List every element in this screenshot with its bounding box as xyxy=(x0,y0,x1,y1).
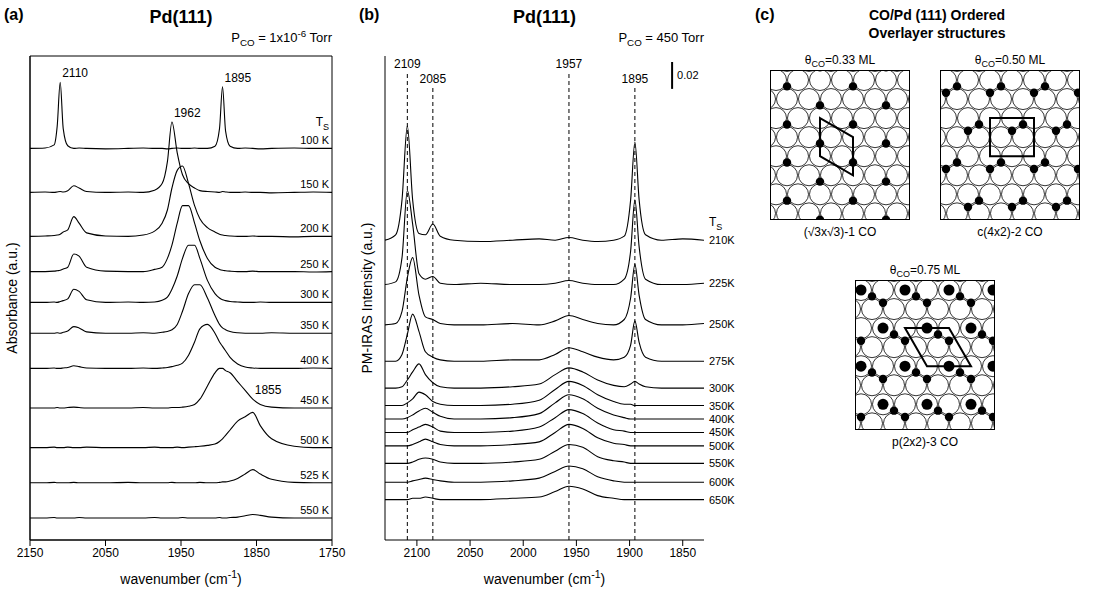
svg-text:2109: 2109 xyxy=(394,57,421,71)
html-text:PM-IRAS Intensity (a.u.): PM-IRAS Intensity (a.u.) xyxy=(359,222,375,374)
svg-text:225K: 225K xyxy=(709,277,735,289)
html-text:(b): (b) xyxy=(359,6,380,23)
svg-text:1750: 1750 xyxy=(319,546,346,560)
html-text:Overlayer structures: Overlayer structures xyxy=(868,25,1006,41)
svg-text:TS: TS xyxy=(316,115,329,132)
svg-text:500K: 500K xyxy=(709,440,735,452)
svg-text:350K: 350K xyxy=(709,400,735,412)
html-text:(a): (a) xyxy=(4,6,24,23)
svg-text:200 K: 200 K xyxy=(300,222,329,234)
svg-text:2000: 2000 xyxy=(510,546,537,560)
svg-text:400 K: 400 K xyxy=(300,354,329,366)
svg-text:1895: 1895 xyxy=(225,71,252,85)
svg-text:2050: 2050 xyxy=(92,546,119,560)
svg-text:250K: 250K xyxy=(709,318,735,330)
svg-text:1900: 1900 xyxy=(616,546,643,560)
html-text:p(2x2)-3 CO: p(2x2)-3 CO xyxy=(892,435,958,449)
svg-text:1850: 1850 xyxy=(243,546,270,560)
html-text:c(4x2)-2 CO: c(4x2)-2 CO xyxy=(977,225,1043,239)
html-text:wavenumber (cm-1): wavenumber (cm-1) xyxy=(120,568,242,587)
html-text:θCO=0.75 ML: θCO=0.75 ML xyxy=(889,263,961,280)
svg-text:1850: 1850 xyxy=(669,546,696,560)
html-text:Pd(111): Pd(111) xyxy=(513,7,576,27)
svg-text:2100: 2100 xyxy=(404,546,431,560)
svg-text:2110: 2110 xyxy=(62,66,88,80)
html-text:wavenumber (cm-1): wavenumber (cm-1) xyxy=(483,568,606,587)
svg-text:400K: 400K xyxy=(709,413,735,425)
svg-text:2150: 2150 xyxy=(17,546,44,560)
html-text:Absorbance (a.u.): Absorbance (a.u.) xyxy=(4,242,20,354)
svg-text:525 K: 525 K xyxy=(300,469,329,481)
svg-text:1962: 1962 xyxy=(174,106,201,120)
svg-text:350 K: 350 K xyxy=(300,319,329,331)
svg-text:650K: 650K xyxy=(709,494,735,506)
svg-text:100 K: 100 K xyxy=(300,134,329,146)
svg-text:1950: 1950 xyxy=(168,546,195,560)
svg-text:150 K: 150 K xyxy=(300,178,329,190)
html-text:PCO= 450 Torr: PCO= 450 Torr xyxy=(618,30,704,48)
svg-text:250 K: 250 K xyxy=(300,258,329,270)
svg-text:0.02: 0.02 xyxy=(677,69,698,81)
svg-text:550K: 550K xyxy=(709,457,735,469)
svg-text:1895: 1895 xyxy=(622,72,649,86)
svg-text:210K: 210K xyxy=(709,234,735,246)
html-text:Pd(111): Pd(111) xyxy=(149,7,213,27)
svg-text:275K: 275K xyxy=(709,355,735,367)
html-text:CO/Pd (111) Ordered: CO/Pd (111) Ordered xyxy=(868,7,1006,23)
html-text:(c): (c) xyxy=(755,6,775,23)
svg-text:300 K: 300 K xyxy=(300,288,329,300)
svg-text:1855: 1855 xyxy=(255,383,282,397)
svg-text:2085: 2085 xyxy=(419,72,446,86)
svg-text:450 K: 450 K xyxy=(300,394,329,406)
html-text:θCO=0.50 ML: θCO=0.50 ML xyxy=(974,53,1046,70)
svg-text:300K: 300K xyxy=(709,382,735,394)
svg-text:2050: 2050 xyxy=(457,546,484,560)
svg-text:1950: 1950 xyxy=(563,546,590,560)
svg-text:TS: TS xyxy=(709,215,722,232)
svg-text:550 K: 550 K xyxy=(300,504,329,516)
svg-text:450K: 450K xyxy=(709,426,735,438)
html-text:(√3x√3)-1 CO: (√3x√3)-1 CO xyxy=(803,225,877,239)
svg-text:1957: 1957 xyxy=(556,57,583,71)
svg-text:500 K: 500 K xyxy=(300,434,329,446)
svg-text:600K: 600K xyxy=(709,476,735,488)
html-text:PCO= 1x10-6Torr: PCO= 1x10-6Torr xyxy=(231,27,332,48)
html-text:θCO=0.33 ML: θCO=0.33 ML xyxy=(804,53,876,70)
